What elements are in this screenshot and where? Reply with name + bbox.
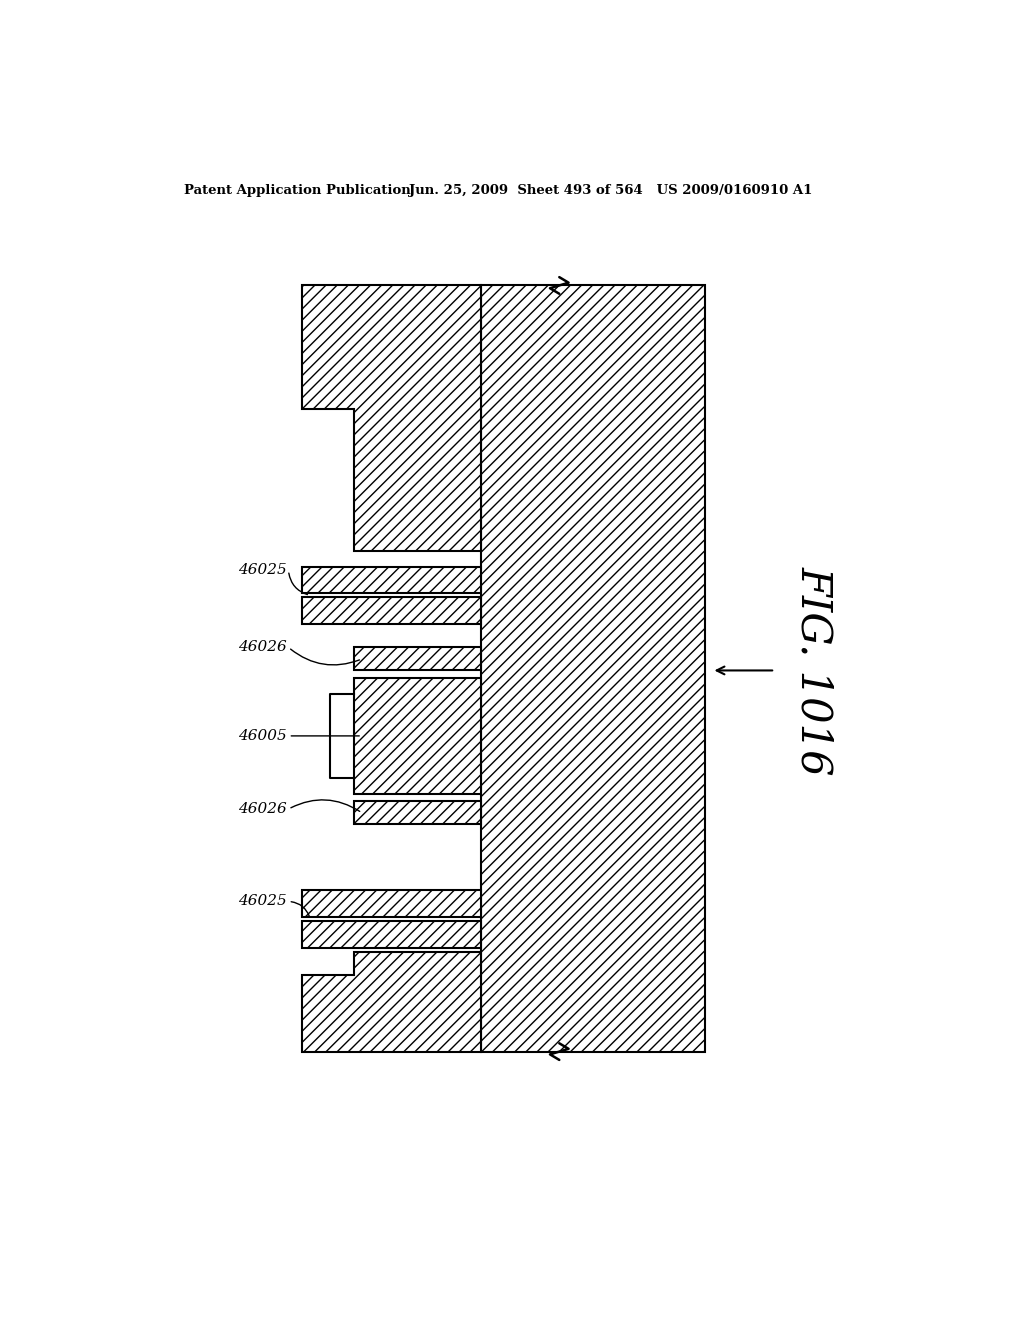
Text: 46025: 46025 <box>239 895 287 908</box>
Text: 46026: 46026 <box>239 803 287 816</box>
Polygon shape <box>354 801 480 825</box>
Polygon shape <box>302 285 480 552</box>
Text: FIG. 1016: FIG. 1016 <box>793 566 835 775</box>
Polygon shape <box>302 566 480 594</box>
Polygon shape <box>302 890 480 917</box>
Polygon shape <box>302 952 480 1052</box>
Polygon shape <box>354 647 480 671</box>
Text: 46026: 46026 <box>239 640 287 655</box>
Text: Jun. 25, 2009  Sheet 493 of 564   US 2009/0160910 A1: Jun. 25, 2009 Sheet 493 of 564 US 2009/0… <box>409 185 812 197</box>
Polygon shape <box>354 678 480 793</box>
Polygon shape <box>302 921 480 948</box>
Text: 46025: 46025 <box>239 564 287 577</box>
Text: 46005: 46005 <box>239 729 287 743</box>
Text: Patent Application Publication: Patent Application Publication <box>183 185 411 197</box>
Polygon shape <box>480 285 706 1052</box>
Polygon shape <box>302 598 480 624</box>
